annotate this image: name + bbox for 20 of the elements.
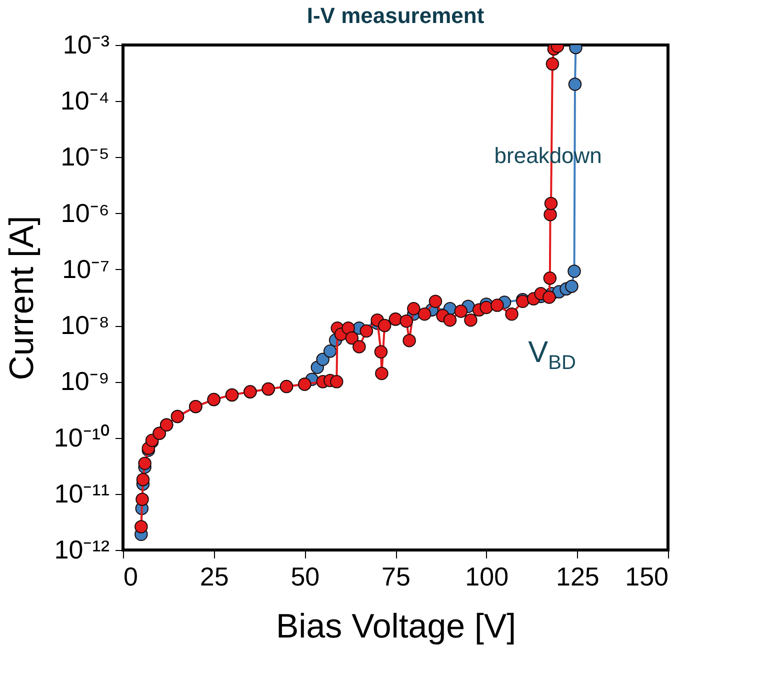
x-tick-label: 150: [625, 562, 668, 592]
y-tick-label: 10⁻⁸: [60, 310, 110, 340]
x-tick-label: 100: [465, 562, 509, 592]
x-tick-label: 0: [124, 562, 138, 592]
y-tick-label: 10⁻⁹: [60, 366, 110, 396]
y-axis-title: Current [A]: [2, 216, 41, 380]
y-tick-label: 10⁻⁶: [60, 198, 110, 228]
y-tick-label: 10⁻¹⁰: [54, 422, 110, 452]
y-tick-label: 10⁻⁷: [62, 254, 110, 284]
x-tick-label: 50: [290, 562, 320, 592]
y-tick-label: 10⁻¹¹: [54, 478, 110, 508]
x-axis-title: Bias Voltage [V]: [276, 608, 516, 646]
y-tick-label: 10⁻⁵: [60, 142, 110, 172]
y-tick-label: 10⁻¹²: [54, 534, 110, 564]
y-tick-label: 10⁻³: [62, 30, 110, 60]
y-tick-label: 10⁻⁴: [60, 86, 110, 116]
x-tick-label: 125: [556, 562, 600, 592]
chart-title: I-V measurement: [306, 3, 485, 28]
x-tick-label: 25: [200, 562, 229, 592]
x-tick-label: 75: [382, 562, 410, 592]
